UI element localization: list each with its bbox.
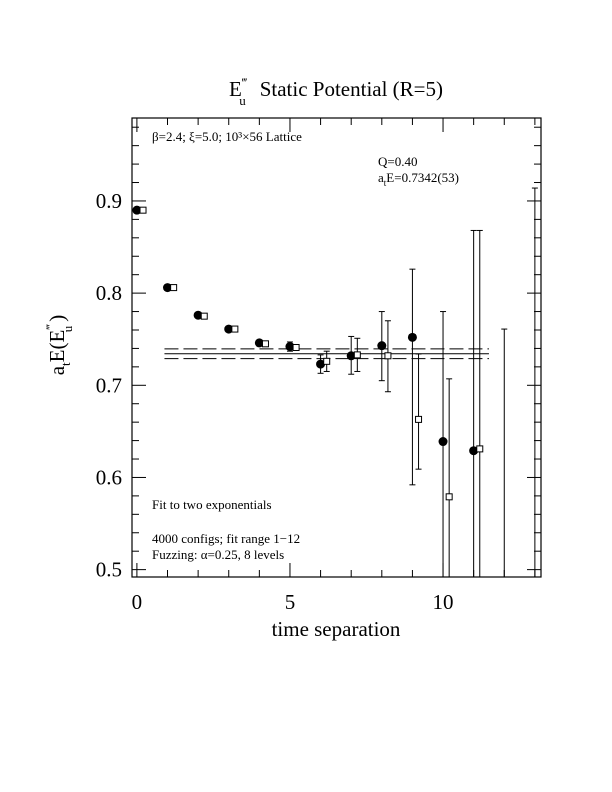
y-label-close: ) — [45, 315, 69, 322]
y-label-sub: t — [58, 362, 73, 366]
y-label-main: E(E — [45, 330, 69, 363]
x-tick-label: 10 — [433, 590, 454, 614]
title-subscript: u — [239, 93, 246, 108]
annotation: atE=0.7342(53) — [378, 170, 459, 188]
point — [316, 359, 326, 369]
annotation: 4000 configs; fit range 1−12 — [152, 531, 300, 546]
point — [170, 284, 178, 292]
x-tick-label: 5 — [285, 590, 296, 614]
title-symbol: E — [229, 77, 242, 101]
point — [377, 341, 387, 351]
annotation-part: E=0.7342(53) — [386, 170, 459, 185]
point — [323, 357, 331, 365]
point — [132, 205, 142, 215]
point — [445, 493, 453, 501]
point — [438, 437, 448, 447]
point — [469, 446, 479, 456]
y-tick-label: 0.6 — [96, 465, 122, 489]
y-tick-label: 0.5 — [96, 558, 122, 582]
point — [285, 342, 295, 352]
annotation: Q=0.40 — [378, 154, 417, 169]
y-tick-label: 0.7 — [96, 373, 122, 397]
point — [407, 332, 417, 342]
annotation: Fuzzing: α=0.25, 8 levels — [152, 547, 284, 562]
point — [261, 340, 269, 348]
annotation-part: t — [384, 178, 387, 188]
point — [476, 445, 484, 453]
point — [193, 310, 203, 320]
annotation: β=2.4; ξ=5.0; 10³×56 Lattice — [152, 129, 302, 144]
x-tick-label: 0 — [132, 590, 143, 614]
point — [254, 338, 264, 348]
plot-area — [132, 187, 538, 577]
y-label-sup: ‴ — [43, 324, 58, 330]
title-text: Static Potential (R=5) — [260, 77, 443, 101]
y-axis-label: atE(E‴ u) — [43, 315, 75, 376]
annotation-part: a — [378, 170, 384, 185]
y-tick-label: 0.9 — [96, 189, 122, 213]
title-superscript: ‴ — [242, 75, 248, 90]
y-label-a: a — [45, 365, 69, 375]
chart-title: E‴ u Static Potential (R=5) — [229, 75, 443, 108]
point — [353, 351, 361, 359]
point — [415, 415, 423, 423]
point — [200, 312, 208, 320]
annotation: Fit to two exponentials — [152, 497, 272, 512]
point — [139, 206, 147, 214]
point — [163, 283, 173, 293]
point — [292, 344, 300, 351]
point — [384, 352, 392, 360]
point — [231, 325, 239, 333]
y-tick-label: 0.8 — [96, 281, 122, 305]
point — [224, 324, 234, 334]
point — [346, 351, 356, 361]
x-axis-label: time separation — [272, 617, 401, 641]
plot-frame — [131, 117, 542, 578]
y-label-sub2: u — [60, 325, 75, 332]
